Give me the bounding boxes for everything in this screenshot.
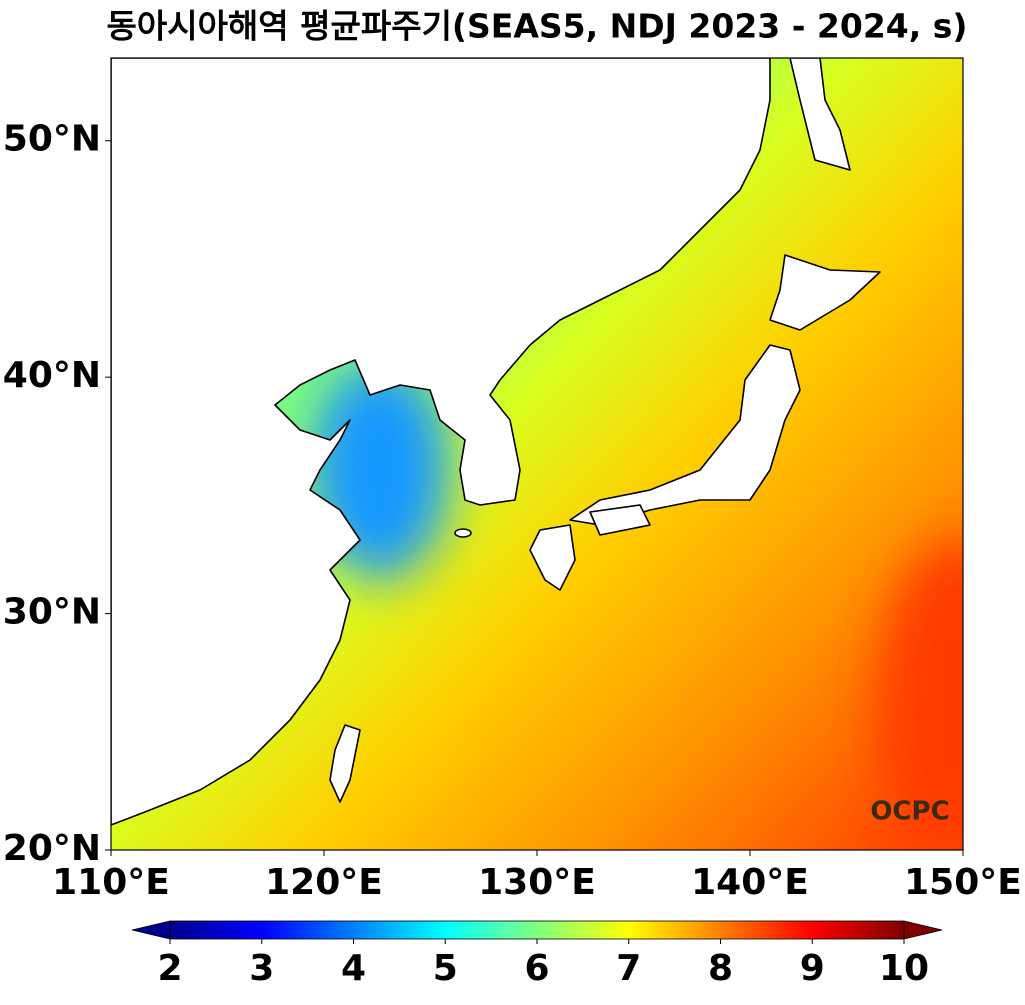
x-tick-label: 130°E (478, 862, 596, 903)
colorbar-tick-label: 9 (800, 948, 825, 989)
jeju (454, 528, 472, 538)
colorbar-tick-label: 5 (433, 948, 458, 989)
kyushu (529, 524, 576, 591)
watermark: OCPC (870, 797, 949, 827)
x-tick-label: 120°E (265, 862, 383, 903)
colorbar-extend-max (903, 920, 943, 940)
title: 동아시아해역 평균파주기(SEAS5, NDJ 2023 - 2024, s) (106, 7, 967, 46)
colorbar-tick-label: 6 (524, 948, 549, 989)
colorbar-extend-min (131, 920, 171, 940)
taiwan (329, 724, 361, 803)
colorbar-tick-label: 4 (341, 948, 366, 989)
colorbar-tick-label: 7 (616, 948, 641, 989)
colorbar-body (169, 920, 905, 940)
map-field: OCPC (111, 58, 963, 850)
shikoku (589, 504, 651, 536)
x-tick-label: 140°E (691, 862, 809, 903)
mainland (111, 58, 771, 826)
y-tick-label: 30°N (3, 592, 101, 633)
y-tick-label: 40°N (3, 355, 101, 396)
colorbar-tick-label: 8 (708, 948, 733, 989)
colorbar-tick-label: 10 (879, 948, 929, 989)
colorbar-tick-label: 2 (157, 948, 182, 989)
high-period-area (880, 540, 963, 850)
y-tick-label: 50°N (3, 119, 101, 160)
x-tick-label: 150°E (904, 862, 1022, 903)
y-tick-label: 20°N (3, 828, 101, 869)
hokkaido (769, 254, 881, 331)
colorbar: 2 3 4 5 6 7 8 9 10 (131, 920, 943, 989)
x-tick-label: 110°E (52, 862, 170, 903)
sakhalin (789, 58, 851, 171)
colorbar-tick-label: 3 (249, 948, 274, 989)
